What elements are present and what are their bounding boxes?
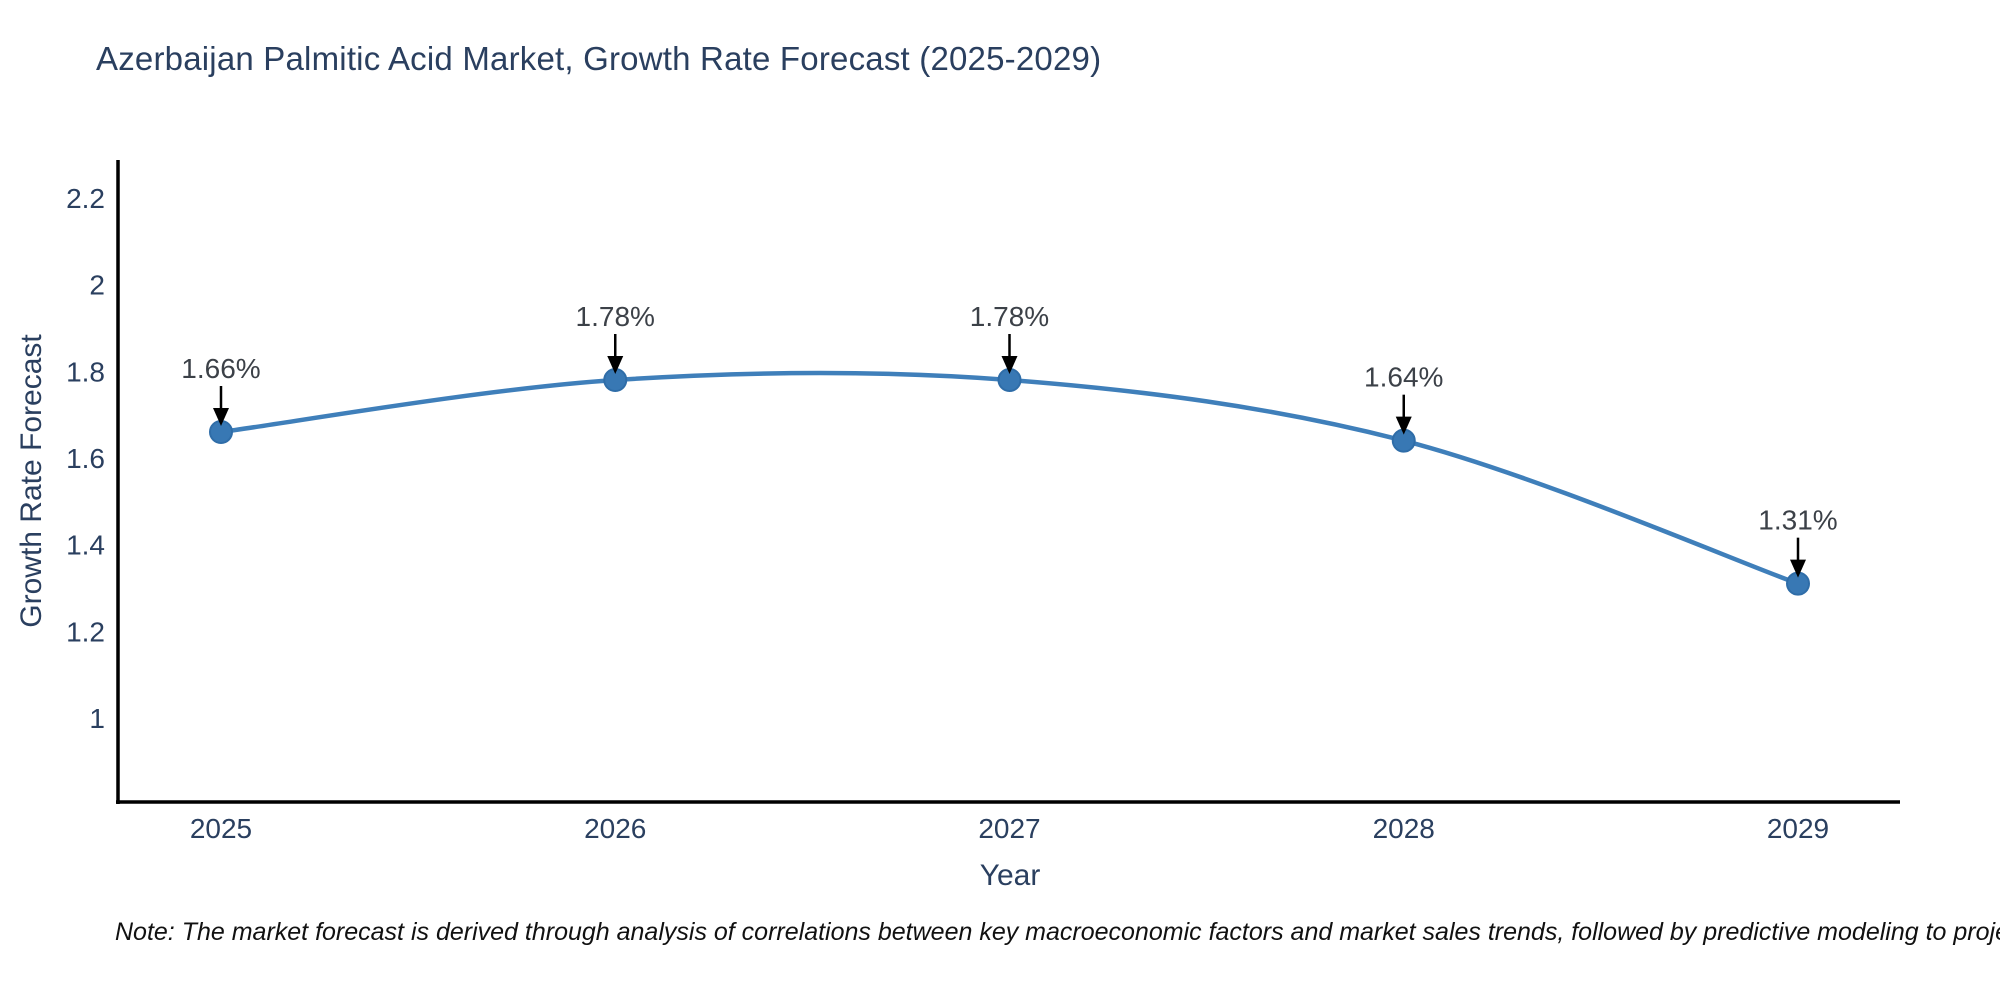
annotation-arrow-head (607, 356, 624, 375)
y-tick-label: 2 (89, 270, 105, 301)
y-axis-title: Growth Rate Forecast (15, 334, 48, 628)
annotation-arrow-head (1001, 356, 1018, 375)
point-annotation-label: 1.64% (1364, 362, 1443, 393)
x-tick-label: 2027 (978, 813, 1040, 844)
y-tick-label: 1.2 (66, 616, 105, 647)
y-tick-label: 1.8 (66, 356, 105, 387)
point-annotation-label: 1.78% (970, 301, 1049, 332)
chart-title: Azerbaijan Palmitic Acid Market, Growth … (96, 40, 1102, 77)
point-annotation-label: 1.78% (576, 301, 655, 332)
annotation-arrow-head (1790, 559, 1806, 578)
point-annotation-label: 1.31% (1758, 505, 1837, 536)
annotation-arrow-head (1395, 416, 1412, 435)
y-tick-label: 1 (89, 703, 105, 734)
y-tick-label: 2.2 (66, 183, 105, 214)
note-text: Note: The market forecast is derived thr… (115, 918, 2000, 946)
x-axis-title: Year (979, 859, 1041, 892)
y-tick-label: 1.4 (66, 530, 105, 561)
annotation-arrow-head (213, 408, 229, 427)
x-tick-label: 2029 (1767, 813, 1829, 844)
x-tick-label: 2025 (190, 813, 252, 844)
trend-line (218, 370, 1801, 586)
y-tick-label: 1.6 (66, 443, 105, 474)
x-tick-label: 2026 (584, 813, 646, 844)
point-annotation-label: 1.66% (181, 353, 260, 384)
x-tick-label: 2028 (1373, 813, 1435, 844)
